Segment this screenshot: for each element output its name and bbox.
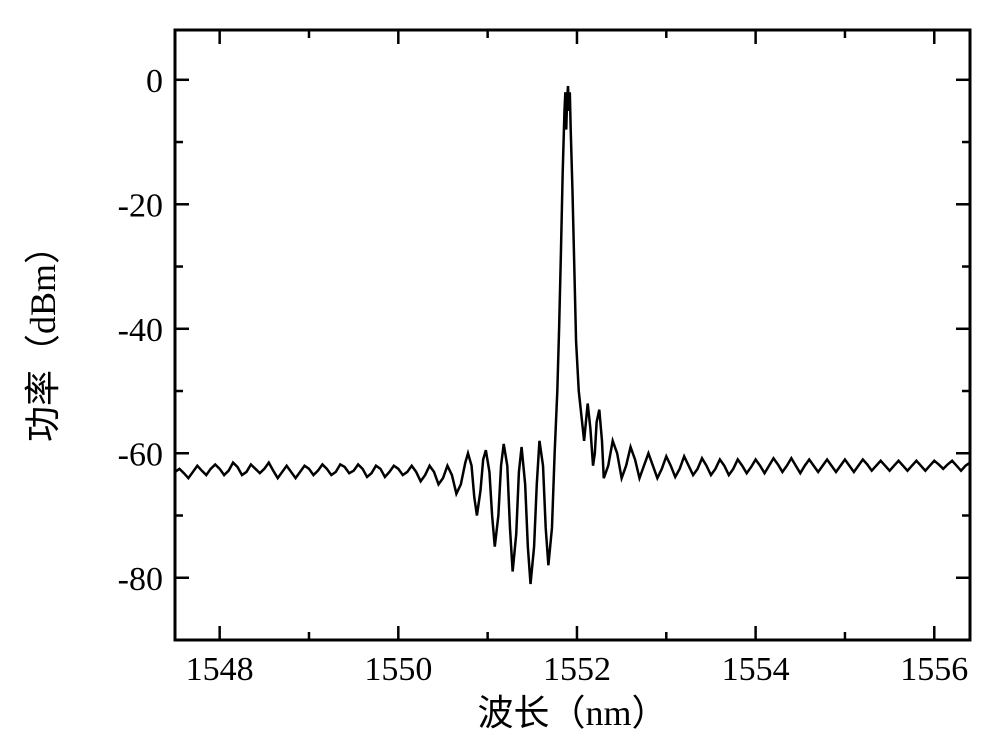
- spectrum-chart: 1548 1550 1552 1554 1556 -80 -60 -40 -20 0 波长（nm） 功…: [0, 0, 1000, 747]
- x-tick-label: 1556: [900, 651, 968, 688]
- spectrum-trace: [175, 86, 970, 584]
- x-tick-label: 1548: [186, 651, 254, 688]
- plot-border: [175, 30, 970, 640]
- y-tick-label: -40: [118, 312, 163, 349]
- x-axis-label: 波长（nm）: [477, 693, 667, 733]
- x-tick-label: 1550: [364, 651, 432, 688]
- y-tick-label: -60: [118, 436, 163, 473]
- x-tick-label: 1554: [722, 651, 790, 688]
- x-tick-label: 1552: [543, 651, 611, 688]
- y-tick-label: -80: [118, 561, 163, 598]
- chart-svg: 1548 1550 1552 1554 1556 -80 -60 -40 -20 0 波长（nm） 功…: [0, 0, 1000, 747]
- y-tick-label: 0: [146, 63, 163, 100]
- y-tick-label: -20: [118, 187, 163, 224]
- y-axis-label: 功率（dBm）: [23, 228, 63, 442]
